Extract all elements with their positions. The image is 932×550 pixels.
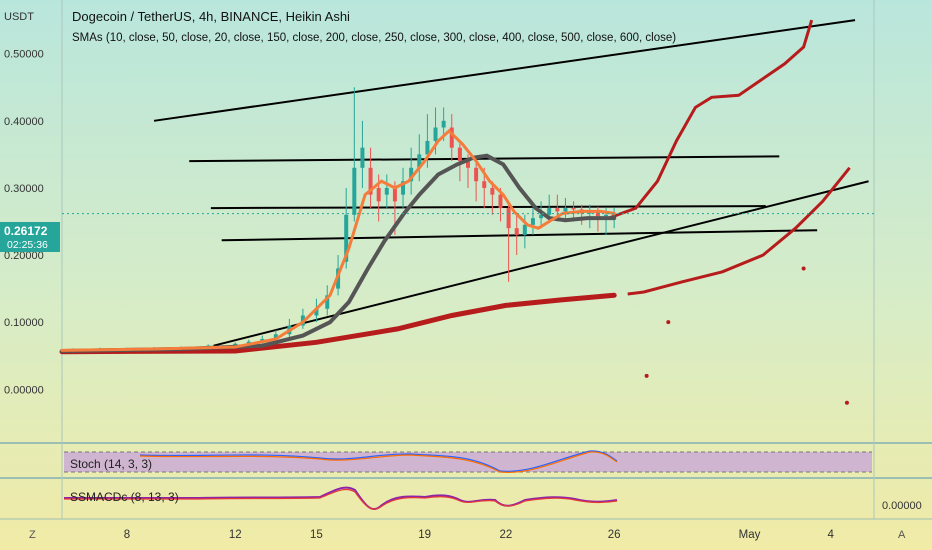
price-tag-value: 0.26172 bbox=[4, 224, 48, 238]
auto-scale-button[interactable]: A bbox=[898, 529, 906, 541]
candle-body bbox=[433, 127, 438, 141]
sma-slow-line bbox=[59, 292, 617, 355]
candle-body bbox=[344, 214, 349, 262]
y-tick-label: 0.20000 bbox=[4, 250, 44, 262]
candle-body bbox=[352, 167, 357, 215]
candle-body bbox=[474, 167, 479, 182]
trendline[interactable] bbox=[221, 229, 818, 242]
candle-body bbox=[490, 187, 495, 195]
candle-body bbox=[539, 214, 544, 219]
y-axis: 0.50000 0.40000 0.30000 0.20000 0.10000 0.000… bbox=[4, 49, 44, 397]
candle-body bbox=[514, 228, 519, 235]
y-tick-label: 0.40000 bbox=[4, 116, 44, 128]
macd-line bbox=[64, 486, 618, 510]
x-tick-label: 4 bbox=[827, 529, 834, 541]
x-tick-label: 26 bbox=[608, 529, 621, 541]
candle-body bbox=[466, 161, 470, 168]
price-tag-countdown: 02:25:36 bbox=[7, 239, 48, 251]
stoch-k-line bbox=[139, 450, 618, 472]
trendline[interactable] bbox=[213, 180, 869, 347]
candle-body bbox=[314, 308, 319, 316]
candle-body bbox=[555, 208, 560, 212]
candle-body bbox=[506, 208, 511, 229]
x-tick-label: 22 bbox=[499, 529, 512, 541]
scatter-point bbox=[644, 373, 649, 378]
candle-body bbox=[376, 187, 381, 202]
scatter-point bbox=[666, 320, 671, 325]
x-tick-label: 12 bbox=[229, 529, 242, 541]
candle-body bbox=[425, 140, 430, 155]
candle-body bbox=[401, 181, 406, 195]
y-tick-label: 0.30000 bbox=[4, 183, 44, 195]
sma-slow-line-projected bbox=[627, 166, 851, 296]
sma-fast-line bbox=[60, 128, 616, 352]
candle-body bbox=[273, 334, 278, 339]
projection-line bbox=[608, 19, 814, 220]
scatter-point bbox=[844, 400, 849, 405]
y-tick-label: 0.10000 bbox=[4, 317, 44, 329]
candle-body bbox=[449, 127, 454, 148]
y-tick-label: 0.00000 bbox=[4, 384, 44, 396]
candle-body bbox=[368, 167, 373, 195]
zoom-button[interactable]: Z bbox=[29, 529, 36, 541]
candle-body bbox=[563, 208, 568, 212]
stoch-d-line bbox=[139, 451, 618, 473]
candle-body bbox=[409, 167, 414, 182]
macd-label[interactable]: SSMACDc (8, 13, 3) bbox=[70, 490, 179, 504]
trendline[interactable] bbox=[189, 155, 780, 163]
scatter-point bbox=[801, 266, 806, 271]
candle-body bbox=[522, 224, 527, 235]
candle-body bbox=[384, 187, 389, 195]
sma-mid-line bbox=[60, 153, 617, 353]
x-axis: 8 12 15 19 22 26 May 4 bbox=[124, 529, 835, 541]
candle-body bbox=[325, 295, 330, 309]
candle-body bbox=[360, 147, 365, 168]
candle-body bbox=[604, 214, 609, 217]
candle-body bbox=[482, 181, 487, 188]
price-plot bbox=[59, 19, 869, 405]
macd-value: 0.00000 bbox=[882, 500, 922, 512]
x-tick-label: 8 bbox=[124, 529, 130, 541]
currency-label: USDT bbox=[4, 11, 34, 23]
candle-body bbox=[417, 154, 422, 168]
sma-study-label[interactable]: SMAs (10, close, 50, close, 20, close, 1… bbox=[72, 32, 676, 44]
price-tag-box bbox=[0, 222, 60, 252]
candle-body bbox=[547, 208, 552, 215]
candle-body bbox=[530, 218, 535, 225]
y-tick-label: 0.50000 bbox=[4, 49, 44, 61]
stoch-label[interactable]: Stoch (14, 3, 3) bbox=[70, 457, 152, 471]
x-tick-label: May bbox=[739, 529, 761, 541]
chart-title[interactable]: Dogecoin / TetherUS, 4h, BINANCE, Heikin… bbox=[72, 9, 350, 24]
x-tick-label: 19 bbox=[418, 529, 431, 541]
trendline[interactable] bbox=[153, 19, 856, 122]
trendline[interactable] bbox=[210, 205, 766, 210]
candle-body bbox=[571, 208, 576, 210]
candle-body bbox=[441, 120, 446, 128]
candle-body bbox=[392, 187, 397, 202]
candle-body bbox=[457, 147, 462, 162]
candle-body bbox=[498, 194, 503, 209]
macd-signal bbox=[64, 488, 618, 510]
x-tick-label: 15 bbox=[310, 529, 323, 541]
